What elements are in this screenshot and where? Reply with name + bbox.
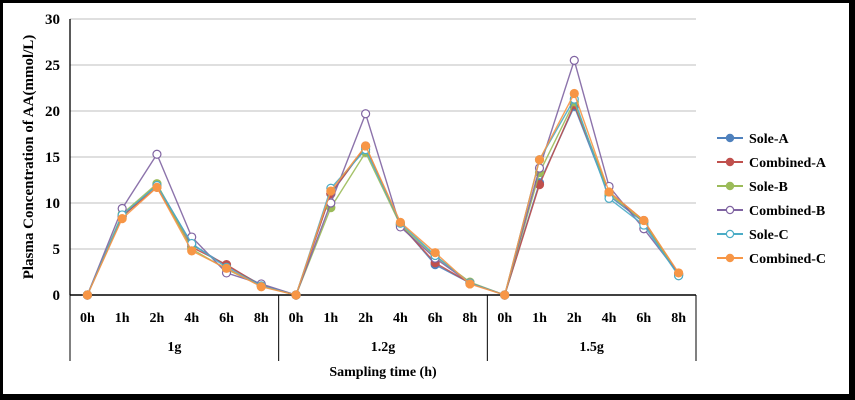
y-tick-label: 10 bbox=[45, 196, 60, 212]
legend-item: Combined-B bbox=[717, 204, 825, 219]
group-label: 1.5g bbox=[579, 340, 604, 355]
y-tick-label: 5 bbox=[53, 242, 61, 258]
legend-label: Sole-B bbox=[749, 180, 788, 195]
legend-item: Sole-B bbox=[717, 180, 788, 195]
x-tick-label: 1h bbox=[323, 311, 338, 326]
x-tick-label: 8h bbox=[671, 311, 686, 326]
x-tick-label: 8h bbox=[463, 311, 478, 326]
gridlines bbox=[69, 18, 696, 295]
data-point bbox=[291, 290, 301, 300]
data-point bbox=[152, 149, 162, 159]
x-tick-label: 4h bbox=[602, 311, 617, 326]
legend-item: Sole-A bbox=[717, 132, 790, 147]
data-point bbox=[221, 263, 232, 273]
data-point bbox=[465, 279, 475, 289]
series-combined-b bbox=[82, 55, 684, 300]
data-point bbox=[569, 88, 579, 99]
data-point bbox=[674, 268, 684, 278]
data-point bbox=[604, 187, 614, 197]
chart-frame: 0 5 10 15 20 25 30 0h 1h 2h 4h 6h 8h 0h 1h 2h 4h 6h 8h 0h 1… bbox=[3, 3, 851, 394]
data-point bbox=[326, 186, 336, 196]
y-tick-label: 30 bbox=[45, 12, 60, 28]
legend: Sole-A Combined-A Sole-B Combined-B Sole-C Co… bbox=[717, 132, 827, 267]
series-combined-c bbox=[82, 88, 684, 300]
data-point bbox=[117, 214, 127, 224]
x-tick-label: 4h bbox=[184, 311, 199, 326]
legend-item: Sole-C bbox=[717, 228, 789, 243]
series-line bbox=[86, 57, 680, 296]
x-tick-label: 0h bbox=[289, 311, 304, 326]
x-tick-label: 8h bbox=[254, 311, 269, 326]
x-tick-label: 6h bbox=[636, 311, 651, 326]
legend-item: Combined-A bbox=[717, 156, 827, 171]
legend-marker bbox=[725, 133, 735, 143]
y-tick-label: 15 bbox=[45, 150, 60, 166]
data-point bbox=[500, 290, 510, 300]
x-tick-label: 4h bbox=[393, 311, 408, 326]
legend-label: Sole-C bbox=[749, 228, 789, 243]
data-point bbox=[361, 109, 371, 119]
data-point bbox=[152, 182, 162, 192]
data-point bbox=[361, 141, 371, 151]
legend-label: Combined-A bbox=[749, 156, 827, 171]
legend-label: Sole-A bbox=[749, 132, 790, 147]
legend-marker bbox=[725, 157, 735, 167]
chart: 0 5 10 15 20 25 30 0h 1h 2h 4h 6h 8h 0h 1h 2h 4h 6h 8h 0h 1… bbox=[21, 12, 827, 380]
legend-label: Combined-C bbox=[749, 252, 826, 267]
group-label: 1.2g bbox=[371, 340, 396, 355]
y-axis-ticks: 0 5 10 15 20 25 30 bbox=[45, 12, 60, 304]
series-lines bbox=[82, 55, 684, 300]
data-point bbox=[187, 246, 197, 256]
y-tick-label: 25 bbox=[45, 58, 60, 74]
y-tick-label: 0 bbox=[53, 288, 61, 304]
legend-label: Combined-B bbox=[749, 204, 825, 219]
legend-marker bbox=[725, 229, 735, 239]
data-point bbox=[256, 282, 266, 292]
x-tick-label: 1h bbox=[115, 311, 130, 326]
legend-marker bbox=[725, 205, 735, 215]
data-point bbox=[569, 55, 579, 66]
x-axis: 0h 1h 2h 4h 6h 8h 0h 1h 2h 4h 6h 8h 0h 1h 2h 4h 6h 8h 1g 1.… bbox=[69, 294, 697, 361]
series-sole-a bbox=[82, 101, 684, 300]
x-tick-label: 2h bbox=[567, 311, 582, 326]
series-combined-a bbox=[82, 99, 684, 300]
legend-marker bbox=[725, 181, 735, 191]
x-tick-label: 2h bbox=[358, 311, 373, 326]
x-tick-label: 2h bbox=[150, 311, 165, 326]
x-tick-label: 0h bbox=[497, 311, 512, 326]
x-tick-label: 0h bbox=[80, 311, 95, 326]
y-axis-label: Plasma Concentration of AA(mmol/L) bbox=[21, 35, 37, 280]
data-point bbox=[395, 217, 405, 227]
series-line bbox=[86, 91, 680, 296]
legend-marker bbox=[725, 253, 735, 263]
data-point bbox=[430, 248, 440, 258]
y-tick-label: 20 bbox=[45, 104, 60, 120]
x-tick-label: 6h bbox=[219, 311, 234, 326]
x-axis-label: Sampling time (h) bbox=[329, 365, 437, 380]
data-point bbox=[82, 290, 92, 300]
group-label: 1g bbox=[167, 340, 181, 355]
x-tick-label: 1h bbox=[532, 311, 547, 326]
data-point bbox=[534, 155, 545, 165]
series-line bbox=[86, 97, 680, 296]
legend-item: Combined-C bbox=[717, 252, 826, 267]
data-point bbox=[639, 215, 649, 226]
x-tick-label: 6h bbox=[428, 311, 443, 326]
